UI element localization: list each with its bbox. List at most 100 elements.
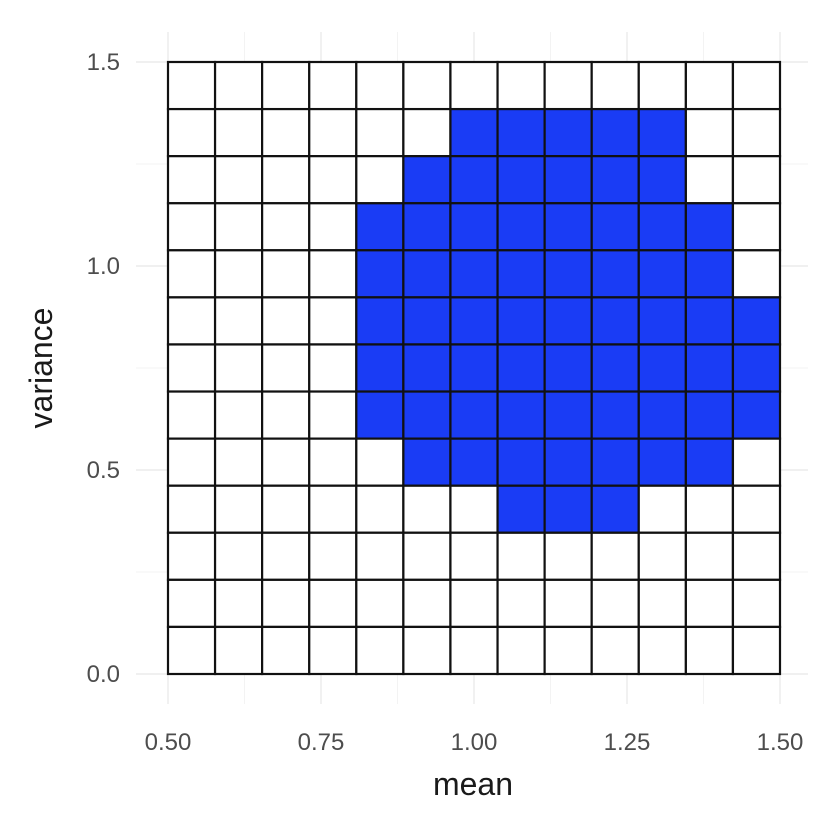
heatmap-cell-empty — [731, 107, 782, 158]
heatmap-cell-empty — [166, 578, 217, 629]
heatmap-cell-empty — [684, 578, 735, 629]
heatmap-cell-empty — [496, 578, 546, 629]
heatmap-cell-filled — [543, 107, 593, 158]
heatmap-cell-empty — [402, 107, 452, 158]
heatmap-cell-empty — [355, 578, 405, 629]
heatmap-cell-empty — [637, 531, 687, 581]
heatmap-cell-filled — [496, 107, 546, 158]
heatmap-cell-empty — [355, 107, 405, 158]
heatmap-cell-empty — [308, 155, 358, 205]
heatmap-cell-empty — [308, 390, 358, 440]
heatmap-cell-empty — [684, 60, 735, 111]
heatmap-cell-empty — [166, 390, 217, 440]
heatmap-cell-empty — [543, 578, 593, 629]
heatmap-cell-filled — [590, 107, 640, 158]
heatmap-cell-empty — [308, 484, 358, 534]
x-tick-label: 0.75 — [298, 729, 345, 756]
heatmap-cell-filled — [402, 249, 452, 299]
heatmap-cell-empty — [355, 60, 405, 111]
x-tick-label: 0.50 — [145, 729, 192, 756]
heatmap-cell-empty — [731, 155, 782, 205]
heatmap-cell-filled — [355, 390, 405, 440]
heatmap-cell-filled — [449, 296, 499, 346]
heatmap-cell-empty — [166, 249, 217, 299]
heatmap-cell-filled — [731, 343, 782, 393]
heatmap-cell-empty — [496, 60, 546, 111]
heatmap-cell-filled — [402, 343, 452, 393]
heatmap-cell-filled — [543, 249, 593, 299]
heatmap-cell-filled — [590, 202, 640, 252]
heatmap-cell-filled — [684, 202, 735, 252]
heatmap-cell-filled — [543, 484, 593, 534]
heatmap-cell-filled — [496, 249, 546, 299]
heatmap-cell-empty — [213, 343, 264, 393]
x-axis-title: mean — [433, 766, 513, 802]
heatmap-cell-empty — [261, 60, 311, 111]
heatmap-cell-filled — [637, 296, 687, 346]
y-tick-label: 0.0 — [87, 661, 120, 688]
heatmap-cell-filled — [590, 484, 640, 534]
heatmap-cell-empty — [261, 484, 311, 534]
heatmap-cell-filled — [637, 249, 687, 299]
heatmap-cell-empty — [543, 625, 593, 676]
heatmap-cell-empty — [308, 625, 358, 676]
heatmap-cell-filled — [637, 155, 687, 205]
heatmap-cell-empty — [684, 531, 735, 581]
heatmap-cell-filled — [496, 296, 546, 346]
heatmap-cell-empty — [308, 296, 358, 346]
heatmap-cell-filled — [637, 437, 687, 487]
heatmap-cell-empty — [261, 578, 311, 629]
heatmap-cell-empty — [543, 60, 593, 111]
heatmap-cell-filled — [543, 390, 593, 440]
heatmap-cell-filled — [402, 155, 452, 205]
heatmap-cell-empty — [308, 578, 358, 629]
heatmap-cell-empty — [213, 202, 264, 252]
heatmap-cell-empty — [213, 578, 264, 629]
heatmap-cell-empty — [355, 531, 405, 581]
heatmap-cell-empty — [261, 155, 311, 205]
heatmap-cell-empty — [731, 484, 782, 534]
heatmap-cell-empty — [308, 249, 358, 299]
y-tick-label: 1.5 — [87, 49, 120, 76]
heatmap-cell-filled — [637, 390, 687, 440]
y-axis-title: variance — [23, 308, 59, 429]
heatmap-cell-filled — [496, 202, 546, 252]
x-axis-ticks: 0.50 0.75 1.00 1.25 1.50 — [145, 729, 804, 756]
heatmap-cell-filled — [731, 390, 782, 440]
heatmap-cell-empty — [637, 484, 687, 534]
heatmap-cell-empty — [166, 437, 217, 487]
heatmap-cell-filled — [543, 437, 593, 487]
x-tick-label: 1.25 — [604, 729, 651, 756]
heatmap-cell-empty — [213, 625, 264, 676]
heatmap-cell-empty — [355, 437, 405, 487]
heatmap-cell-filled — [590, 437, 640, 487]
heatmap-cell-filled — [496, 437, 546, 487]
heatmap-cell-empty — [166, 107, 217, 158]
heatmap-cell-empty — [213, 296, 264, 346]
heatmap-cell-filled — [496, 484, 546, 534]
heatmap-cell-empty — [449, 625, 499, 676]
heatmap-cell-empty — [731, 437, 782, 487]
heatmap-cell-empty — [308, 437, 358, 487]
heatmap-cell-empty — [731, 578, 782, 629]
heatmap-cell-empty — [731, 625, 782, 676]
heatmap-cell-filled — [496, 343, 546, 393]
heatmap-cell-empty — [308, 107, 358, 158]
heatmap-cell-empty — [731, 202, 782, 252]
heatmap-cell-empty — [355, 625, 405, 676]
heatmap-cell-empty — [402, 531, 452, 581]
heatmap-cell-empty — [308, 343, 358, 393]
heatmap-cell-filled — [402, 437, 452, 487]
heatmap-cell-filled — [590, 249, 640, 299]
heatmap-cell-empty — [731, 249, 782, 299]
heatmap-cell-empty — [261, 202, 311, 252]
heatmap-cell-filled — [402, 390, 452, 440]
cells-layer — [166, 60, 782, 676]
heatmap-cell-empty — [496, 531, 546, 581]
heatmap-cell-filled — [684, 343, 735, 393]
heatmap-cell-empty — [684, 155, 735, 205]
heatmap-cell-empty — [637, 60, 687, 111]
heatmap-cell-empty — [213, 249, 264, 299]
heatmap-cell-empty — [355, 155, 405, 205]
heatmap-cell-filled — [637, 107, 687, 158]
